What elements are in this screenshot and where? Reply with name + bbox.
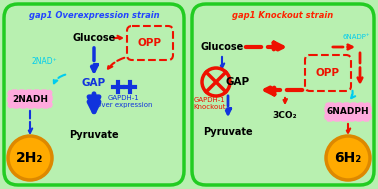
Text: Glucose: Glucose	[200, 42, 244, 52]
Text: 6NADP⁺: 6NADP⁺	[342, 34, 370, 40]
Text: GAP: GAP	[82, 78, 106, 88]
Text: Pyruvate: Pyruvate	[69, 130, 119, 140]
FancyBboxPatch shape	[305, 55, 351, 91]
Text: gap1 Overexpression strain: gap1 Overexpression strain	[29, 12, 159, 20]
Text: 2H₂: 2H₂	[16, 151, 44, 165]
Circle shape	[326, 136, 370, 180]
Text: 2NADH: 2NADH	[12, 94, 48, 104]
Text: Over expression: Over expression	[96, 102, 152, 108]
Text: OPP: OPP	[316, 68, 340, 78]
FancyBboxPatch shape	[8, 90, 52, 108]
Text: GAP: GAP	[226, 77, 250, 87]
Text: Knockout: Knockout	[194, 104, 226, 110]
Text: GAPDH-1: GAPDH-1	[108, 95, 140, 101]
FancyBboxPatch shape	[127, 26, 173, 60]
Text: Pyruvate: Pyruvate	[203, 127, 253, 137]
FancyBboxPatch shape	[192, 4, 374, 185]
Circle shape	[8, 136, 52, 180]
Text: OPP: OPP	[138, 38, 162, 48]
Text: gap1 Knockout strain: gap1 Knockout strain	[232, 12, 334, 20]
FancyBboxPatch shape	[4, 4, 184, 185]
FancyBboxPatch shape	[325, 103, 371, 121]
Text: Glucose: Glucose	[72, 33, 116, 43]
Text: 3CO₂: 3CO₂	[273, 111, 297, 119]
Text: 6H₂: 6H₂	[335, 151, 362, 165]
Text: 2NAD⁺: 2NAD⁺	[31, 57, 57, 67]
Text: 6NADPH: 6NADPH	[327, 108, 369, 116]
Text: GAPDH-1: GAPDH-1	[194, 97, 226, 103]
